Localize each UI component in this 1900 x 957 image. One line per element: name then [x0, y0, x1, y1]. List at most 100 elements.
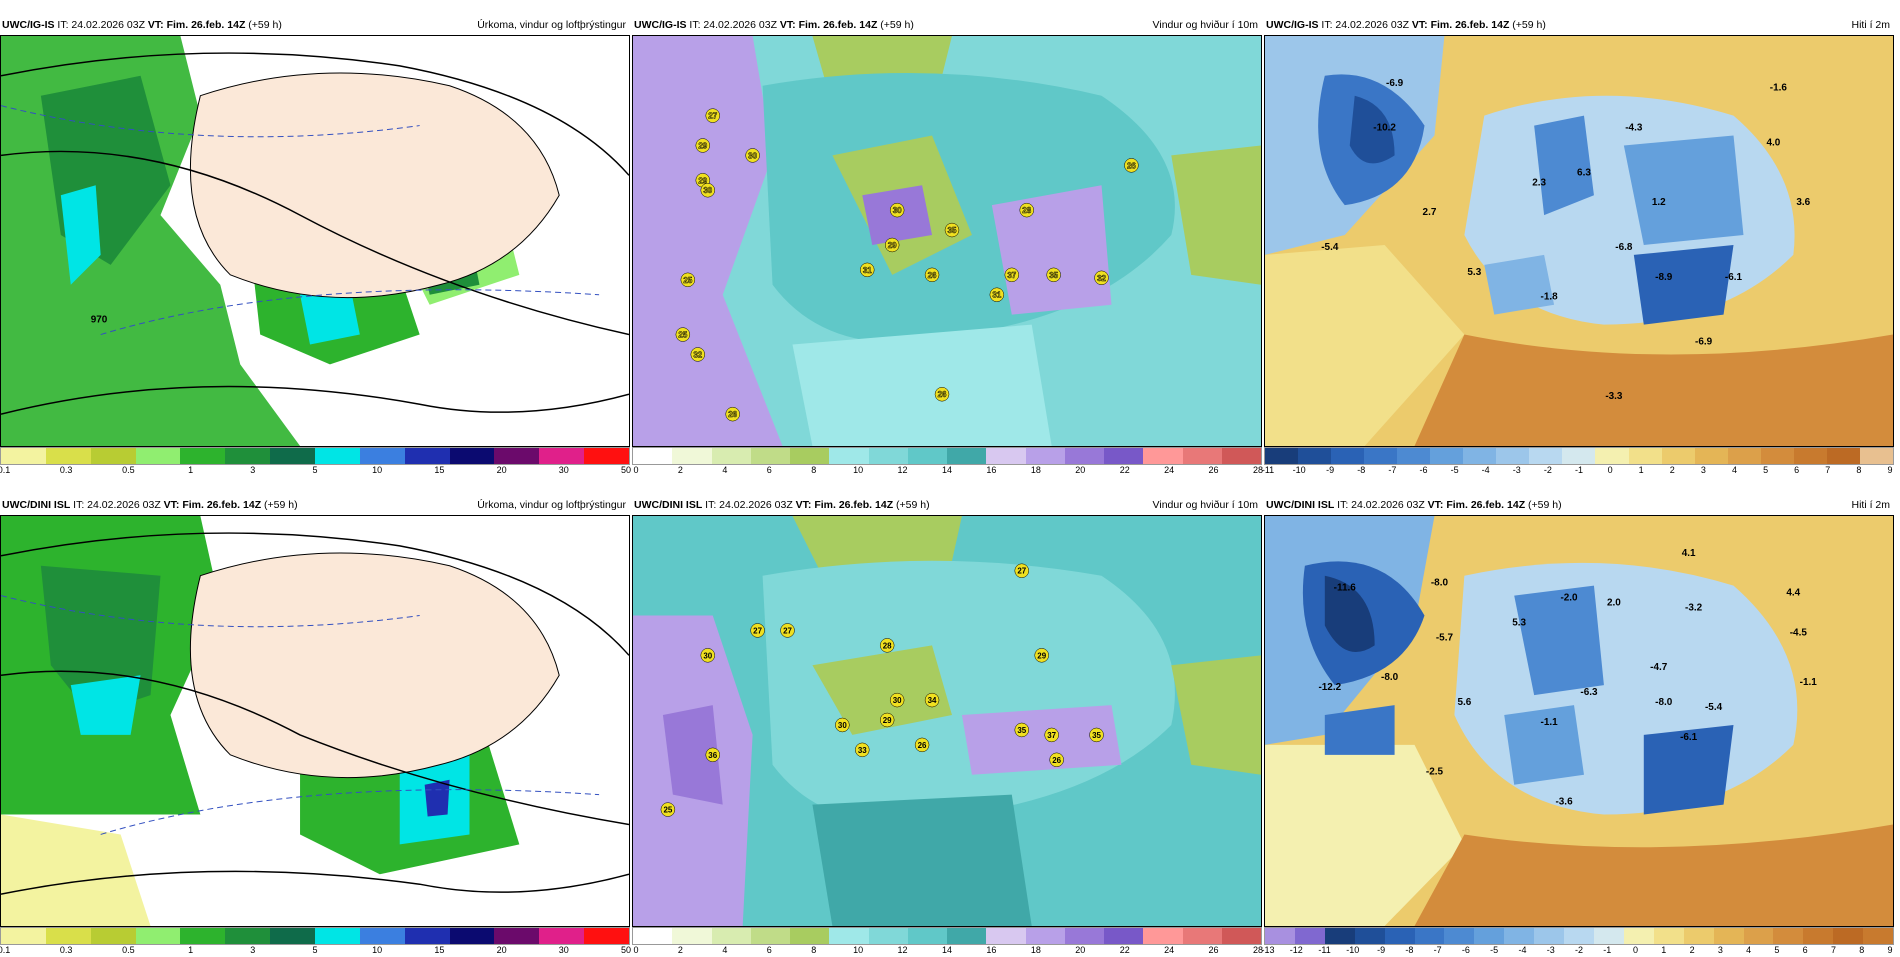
colorbar-swatch	[1265, 928, 1295, 944]
colorbar-swatch	[539, 448, 585, 464]
colorbar-tick-label: -6	[1419, 465, 1428, 475]
colorbar-tick-label: -2	[1543, 465, 1552, 475]
colorbar-tick-label: 15	[434, 945, 445, 955]
colorbar	[0, 447, 630, 465]
temperature-label: -8.0	[1655, 697, 1673, 708]
colorbar-tick-label: 10	[853, 945, 864, 955]
temperature-label: -8.9	[1655, 272, 1673, 283]
wind-gust-label: 32	[690, 347, 706, 362]
colorbar-swatch	[790, 928, 830, 944]
temperature-label: -2.5	[1426, 767, 1444, 778]
colorbar-swatch	[1143, 448, 1183, 464]
colorbar-swatch	[584, 928, 630, 944]
colorbar-swatch	[1593, 928, 1624, 944]
valid-time: Fim. 26.feb. 14Z	[814, 499, 894, 511]
colorbar-tick-label: 26	[1208, 465, 1219, 475]
colorbar-tick-label: -4	[1518, 945, 1527, 955]
wind-map: 27 29 29 30 30 30 29 35 28 31 26 37 35 32 25 31 25 32 26 26…	[632, 35, 1262, 447]
colorbar-swatch	[359, 928, 405, 944]
wind-gust-label: 37	[1044, 727, 1059, 743]
colorbar-tick-label: 6	[766, 945, 772, 955]
colorbar-swatch	[1661, 448, 1695, 464]
colorbar-tick-label: 2	[1669, 465, 1675, 475]
temperature-label: -1.8	[1541, 292, 1559, 303]
colorbar-tick-label: -3	[1546, 945, 1555, 955]
colorbar-tick-label: 0.5	[122, 945, 135, 955]
valid-time: Fim. 26.feb. 14Z	[798, 19, 878, 31]
colorbar-tick-label: -1	[1603, 945, 1612, 955]
init-time: 24.02.2026 03Z	[87, 499, 161, 511]
colorbar-tick-label: 16	[986, 465, 997, 475]
colorbar-tick-label: 0	[1607, 465, 1613, 475]
colorbar-swatch	[672, 928, 712, 944]
svg-text:25: 25	[678, 331, 687, 340]
init-time: 24.02.2026 03Z	[1335, 19, 1409, 31]
colorbar-swatch	[1773, 928, 1804, 944]
colorbar-tick-label: 5	[312, 945, 318, 955]
colorbar-tick-label: 0.3	[59, 945, 73, 955]
colorbar-tick-label: 22	[1119, 465, 1130, 475]
temperature-label: -5.4	[1705, 702, 1723, 713]
colorbar-swatch	[986, 928, 1026, 944]
temperature-label: 2.0	[1607, 598, 1621, 609]
svg-text:26: 26	[1052, 756, 1061, 765]
colorbar-swatch	[1694, 448, 1728, 464]
colorbar-tick-label: 8	[811, 945, 817, 955]
colorbar-tick-label: 9	[1887, 465, 1893, 475]
model-name: UWC/DINI ISL	[1266, 499, 1335, 511]
colorbar-swatch	[1833, 928, 1864, 944]
colorbar-tick-label: 3	[250, 465, 256, 475]
colorbar-tick-label: -9	[1377, 945, 1386, 955]
panel-precip-dini: UWC/DINI ISL IT: 24.02.2026 03Z VT: Fim.…	[0, 495, 631, 957]
wind-gust-label: 35	[1046, 267, 1061, 283]
colorbar-swatch	[1653, 928, 1684, 944]
colorbar-tick-label: 24	[1164, 465, 1175, 475]
panel-title: Úrkoma, vindur og loftþrýstingur	[477, 19, 626, 31]
colorbar-swatch	[1444, 928, 1475, 944]
colorbar-tick-label: 1	[1661, 945, 1667, 955]
colorbar-tick-label: 0	[633, 945, 639, 955]
panel-temp-igis: UWC/IG-IS IT: 24.02.2026 03Z VT: Fim. 26…	[1262, 15, 1894, 477]
svg-text:27: 27	[753, 626, 762, 635]
svg-text:35: 35	[1017, 726, 1026, 735]
colorbar-swatch	[1364, 448, 1398, 464]
valid-time: Fim. 26.feb. 14Z	[1446, 499, 1526, 511]
colorbar-tick-label: 1	[188, 465, 194, 475]
lead-time: (+59 h)	[264, 499, 298, 511]
svg-text:31: 31	[863, 266, 872, 275]
colorbar-tick-label: 4	[722, 945, 728, 955]
wind-gust-label: 25	[660, 802, 676, 817]
temperature-label: -6.1	[1725, 272, 1743, 283]
colorbar-swatch	[90, 928, 136, 944]
colorbar-swatch	[1683, 928, 1714, 944]
colorbar-tick-label: -12	[1289, 945, 1303, 955]
colorbar-tick-label: 0	[1633, 945, 1639, 955]
colorbar-swatch	[1143, 928, 1183, 944]
wind-gust-label: 30	[889, 202, 905, 218]
colorbar-tick-label: 22	[1119, 945, 1130, 955]
svg-text:28: 28	[883, 641, 892, 650]
wind-gust-label: 31	[860, 262, 875, 278]
colorbar-tick-label: 20	[1075, 465, 1086, 475]
colorbar-ticks: 0.1 0.3 0.5 1 3 5 10 15 20 30 50	[0, 465, 631, 477]
temperature-label: 1.2	[1652, 197, 1666, 208]
colorbar-swatch	[1562, 448, 1596, 464]
colorbar-swatch	[270, 448, 316, 464]
temperature-label: 5.3	[1467, 267, 1481, 278]
svg-text:35: 35	[1092, 731, 1101, 740]
colorbar-tick-label: 5	[1774, 945, 1780, 955]
colorbar-swatch	[1793, 448, 1827, 464]
temperature-label: -6.9	[1695, 337, 1713, 348]
panel-title: Hiti í 2m	[1851, 499, 1890, 511]
colorbar-tick-label: 0.1	[0, 945, 11, 955]
wind-gust-label: 25	[675, 327, 691, 342]
colorbar-swatch	[1064, 928, 1104, 944]
colorbar-tick-label: 1	[1638, 465, 1644, 475]
colorbar-tick-label: 14	[941, 945, 953, 955]
panel-header: UWC/DINI ISL IT: 24.02.2026 03Z VT: Fim.…	[1264, 495, 1894, 515]
colorbar-tick-label: 15	[434, 465, 445, 475]
colorbar-swatch	[750, 448, 790, 464]
svg-text:29: 29	[883, 716, 892, 725]
colorbar-swatch	[1474, 928, 1505, 944]
colorbar-swatch	[711, 448, 751, 464]
